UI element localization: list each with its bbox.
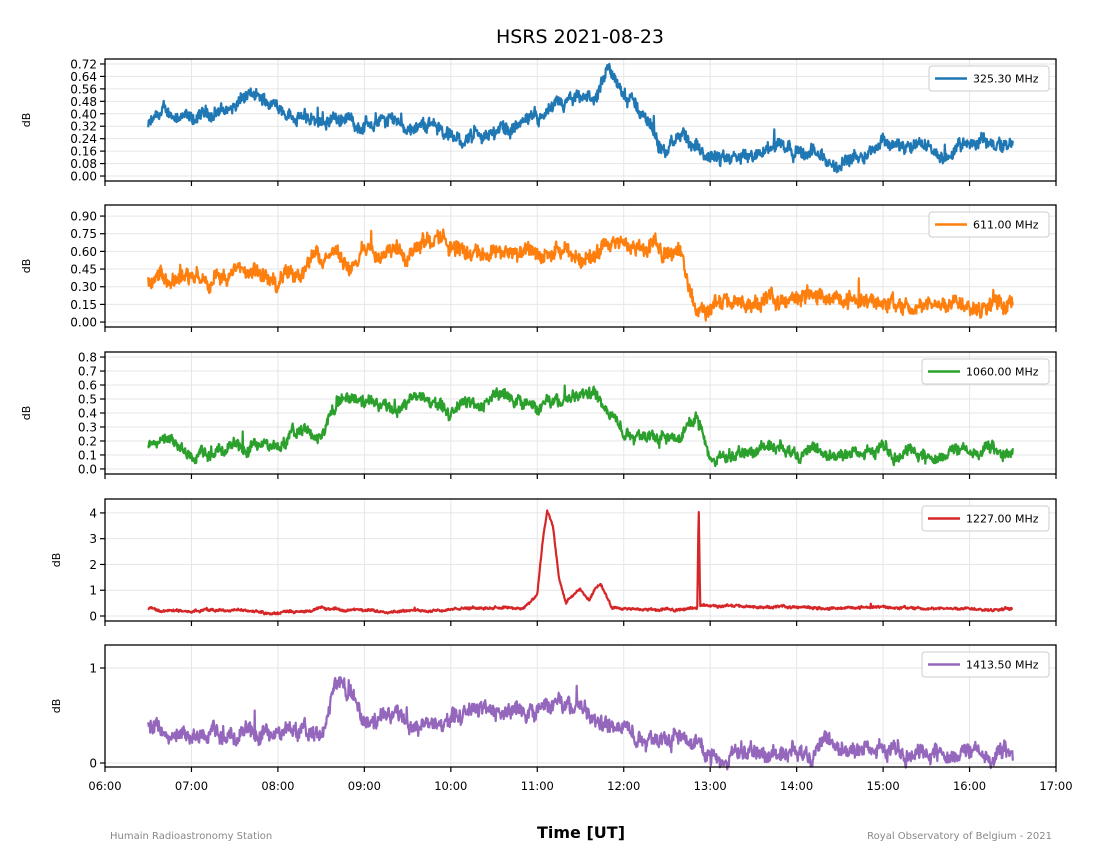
y-tick-label: 0.08 bbox=[70, 157, 97, 171]
x-tick-label: 07:00 bbox=[175, 779, 208, 793]
x-tick-label: 06:00 bbox=[88, 779, 121, 793]
panel-1: 0.00 0.15 0.30 0.45 0.60 0.75 0.90 dB 611.00 MHz bbox=[20, 204, 1057, 332]
x-tick-label: 11:00 bbox=[521, 779, 554, 793]
legend-box bbox=[921, 505, 1050, 532]
axes-frame bbox=[104, 644, 1057, 768]
x-tick-label: 13:00 bbox=[694, 779, 727, 793]
y-axis-label: dB bbox=[50, 699, 63, 714]
y-tick-label: 0.60 bbox=[70, 245, 97, 259]
panel-2: 0.00.10.20.30.40.50.60.70.8 dB 1060.00 MHz bbox=[20, 351, 1057, 479]
y-tick-label: 3 bbox=[89, 532, 97, 546]
y-tick-label: 0.0 bbox=[78, 462, 97, 476]
legend-box bbox=[928, 65, 1050, 92]
series-line-61100 bbox=[147, 228, 1014, 322]
y-tick-label: 0.7 bbox=[78, 365, 97, 379]
legend-label: 611.00 MHz bbox=[973, 219, 1039, 232]
x-tick-label: 08:00 bbox=[261, 779, 294, 793]
y-tick-label: 0.48 bbox=[70, 95, 97, 109]
y-tick-label: 1 bbox=[89, 584, 97, 598]
y-tick-label: 0.5 bbox=[78, 393, 97, 407]
y-tick-label: 0.40 bbox=[70, 107, 97, 121]
y-tick-label: 1 bbox=[89, 661, 97, 675]
y-tick-label: 0.90 bbox=[70, 210, 97, 224]
legend-box bbox=[921, 358, 1050, 385]
x-tick-label: 14:00 bbox=[780, 779, 813, 793]
y-tick-label: 0.8 bbox=[78, 351, 97, 365]
axes-frame bbox=[104, 498, 1057, 622]
y-tick-label: 0.00 bbox=[70, 316, 97, 330]
panel-3: 0 1 2 3 4 dB 1227.00 MHz bbox=[50, 498, 1057, 626]
y-tick-label: 0.56 bbox=[70, 82, 97, 96]
x-tick-label: 12:00 bbox=[607, 779, 640, 793]
series-line-106000 bbox=[147, 384, 1014, 468]
legend: 1413.50 MHz bbox=[921, 651, 1050, 678]
legend-box bbox=[921, 651, 1050, 678]
axes-frame bbox=[104, 351, 1057, 475]
y-tick-label: 0.32 bbox=[70, 120, 97, 134]
x-tick-label: 09:00 bbox=[348, 779, 381, 793]
y-tick-label: 0 bbox=[89, 610, 97, 624]
series-line-141350 bbox=[147, 676, 1014, 771]
legend: 1060.00 MHz bbox=[921, 358, 1050, 385]
y-tick-label: 0.15 bbox=[70, 298, 97, 312]
legend-label: 1413.50 MHz bbox=[966, 659, 1039, 672]
axes-frame bbox=[104, 58, 1057, 182]
y-axis-label: dB bbox=[20, 259, 33, 274]
y-tick-label: 0.45 bbox=[70, 263, 97, 277]
panel-0: 0.000.080.160.240.320.400.480.560.640.72… bbox=[20, 57, 1057, 186]
y-tick-label: 0.24 bbox=[70, 132, 97, 146]
x-tick-label: 10:00 bbox=[434, 779, 467, 793]
y-axis-label: dB bbox=[20, 113, 33, 128]
footer-left: Humain Radioastronomy Station bbox=[110, 831, 272, 842]
series-line-122700 bbox=[147, 509, 1014, 616]
y-tick-label: 0.00 bbox=[70, 170, 97, 184]
y-tick-label: 0.6 bbox=[78, 379, 97, 393]
legend-label: 325.30 MHz bbox=[973, 73, 1039, 86]
y-axis-label: dB bbox=[20, 406, 33, 421]
y-tick-label: 0 bbox=[89, 757, 97, 771]
y-axis-label: dB bbox=[50, 553, 63, 568]
legend: 1227.00 MHz bbox=[921, 505, 1050, 532]
y-tick-label: 0.64 bbox=[70, 70, 97, 84]
y-tick-label: 0.72 bbox=[70, 57, 97, 71]
y-tick-label: 0.16 bbox=[70, 145, 97, 159]
y-tick-label: 4 bbox=[89, 506, 97, 520]
y-tick-label: 0.30 bbox=[70, 280, 97, 294]
y-tick-label: 2 bbox=[89, 558, 97, 572]
y-tick-label: 0.2 bbox=[78, 434, 97, 448]
series-line-32530 bbox=[147, 62, 1014, 174]
x-tick-label: 17:00 bbox=[1039, 779, 1072, 793]
axes-frame bbox=[104, 204, 1057, 328]
chart-title: HSRS 2021-08-23 bbox=[496, 26, 664, 48]
y-tick-label: 0.4 bbox=[78, 407, 97, 421]
footer-right: Royal Observatory of Belgium - 2021 bbox=[867, 831, 1052, 842]
y-tick-label: 0.3 bbox=[78, 420, 97, 434]
legend: 611.00 MHz bbox=[928, 211, 1050, 238]
x-tick-label: 15:00 bbox=[867, 779, 900, 793]
x-axis-label: Time [UT] bbox=[537, 823, 625, 842]
legend-label: 1227.00 MHz bbox=[966, 513, 1039, 526]
y-tick-label: 0.1 bbox=[78, 448, 97, 462]
legend: 325.30 MHz bbox=[928, 65, 1050, 92]
y-tick-label: 0.75 bbox=[70, 227, 97, 241]
legend-label: 1060.00 MHz bbox=[966, 366, 1039, 379]
legend-box bbox=[928, 211, 1050, 238]
x-tick-label: 16:00 bbox=[953, 779, 986, 793]
panel-4: 06:00 07:00 08:00 09:00 10:00 11:00 12:00 13:00… bbox=[50, 644, 1073, 793]
